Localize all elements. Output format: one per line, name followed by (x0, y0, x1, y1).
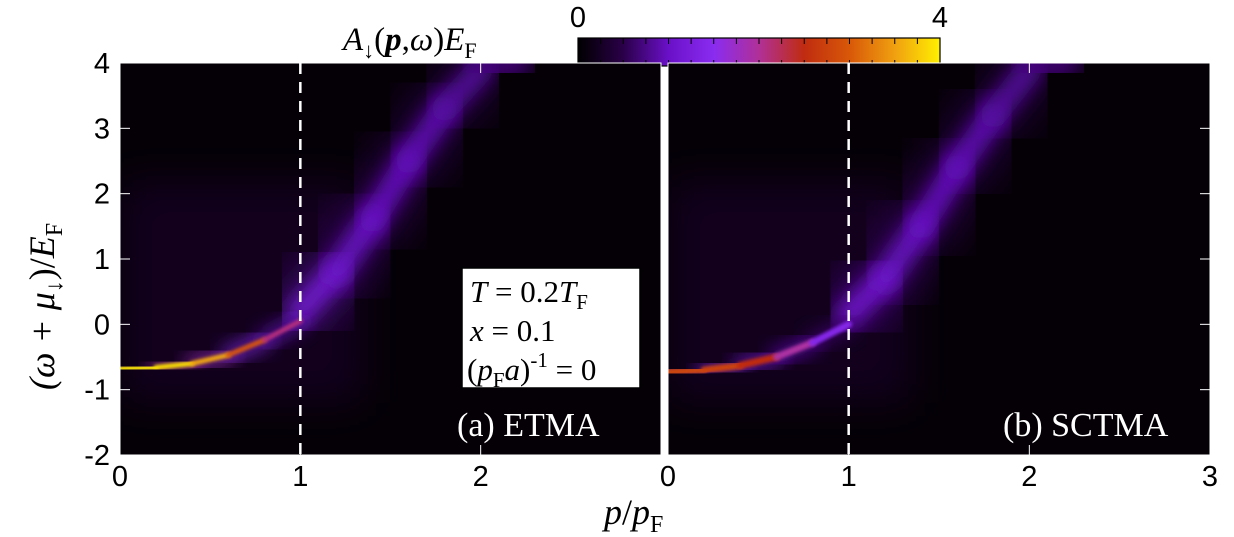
quasiparticle-segment (736, 353, 780, 369)
x-tick-label: 2 (1021, 461, 1037, 493)
y-axis-label: (ω + μ↓)/EF (22, 223, 68, 390)
colorbar-label-omega: ω (410, 22, 433, 58)
broad-band-segment (1016, 63, 1079, 83)
panel-b: (b) SCTMA (668, 63, 1210, 455)
colorbar-label-comma: , (402, 22, 410, 58)
quasiparticle-segment (809, 320, 853, 347)
x-tick-label: 2 (473, 461, 489, 493)
colorbar-tick-max: 4 (932, 2, 948, 34)
param-temperature: T = 0.2TF (470, 274, 588, 314)
parameter-box: T = 0.2TF x = 0.1 (pFa)-1 = 0 (461, 267, 641, 392)
y-axis-ticks: -2 -1 0 1 2 3 4 (84, 48, 1210, 472)
y-tick-label: 1 (94, 244, 110, 276)
y-tick-label: 0 (94, 309, 110, 341)
colorbar-label-A: A (341, 22, 364, 58)
panel-a-heatmap (120, 63, 552, 403)
x-tick-label: 1 (841, 461, 857, 493)
y-tick-label: 2 (94, 179, 110, 211)
parameter-box-frame (461, 267, 641, 389)
colorbar: A↓(p,ω)EF 0 4 (341, 2, 948, 67)
colorbar-label-p: p (382, 22, 402, 58)
y-tick-label: -2 (84, 440, 110, 472)
panel-a: T = 0.2TF x = 0.1 (pFa)-1 = 0 (a) ETMA (120, 63, 661, 455)
quasiparticle-segment (261, 318, 303, 343)
broad-band-segment (467, 63, 530, 83)
panel-b-label: (b) SCTMA (1003, 407, 1169, 444)
colorbar-label-sub-down: ↓ (363, 38, 374, 63)
panel-b-heatmap (668, 63, 1101, 403)
y-tick-label: 4 (94, 48, 110, 80)
colorbar-label-close: ) (433, 22, 444, 58)
y-tick-label: -1 (84, 375, 110, 407)
colorbar-label-paren: ( (374, 22, 385, 58)
colorbar-label-sub-F: F (464, 38, 476, 63)
quasiparticle-segment (668, 366, 708, 376)
panel-a-label: (a) ETMA (457, 407, 600, 444)
colorbar-label: A↓(p,ω)EF (341, 22, 477, 63)
quasiparticle-segment (153, 361, 195, 370)
param-interaction: (pFa)-1 = 0 (467, 348, 596, 392)
colorbar-tick-min: 0 (570, 2, 586, 34)
x-axis-label: p/pF (601, 492, 663, 537)
x-tick-label: 0 (112, 461, 128, 493)
quasiparticle-segment (225, 337, 267, 358)
colorbar-label-E: E (443, 22, 464, 58)
quasiparticle-segment (700, 361, 744, 374)
quasiparticle-segment (189, 352, 231, 367)
quasiparticle-segment (772, 339, 817, 361)
x-tick-label: 0 (660, 461, 676, 493)
y-tick-label: 3 (94, 113, 110, 145)
x-axis-ticks: 0 1 2 0 1 2 3 (112, 63, 1218, 493)
quasiparticle-segment (120, 364, 159, 372)
x-tick-label: 1 (292, 461, 308, 493)
param-concentration: x = 0.1 (469, 313, 556, 348)
x-tick-label: 3 (1202, 461, 1218, 493)
